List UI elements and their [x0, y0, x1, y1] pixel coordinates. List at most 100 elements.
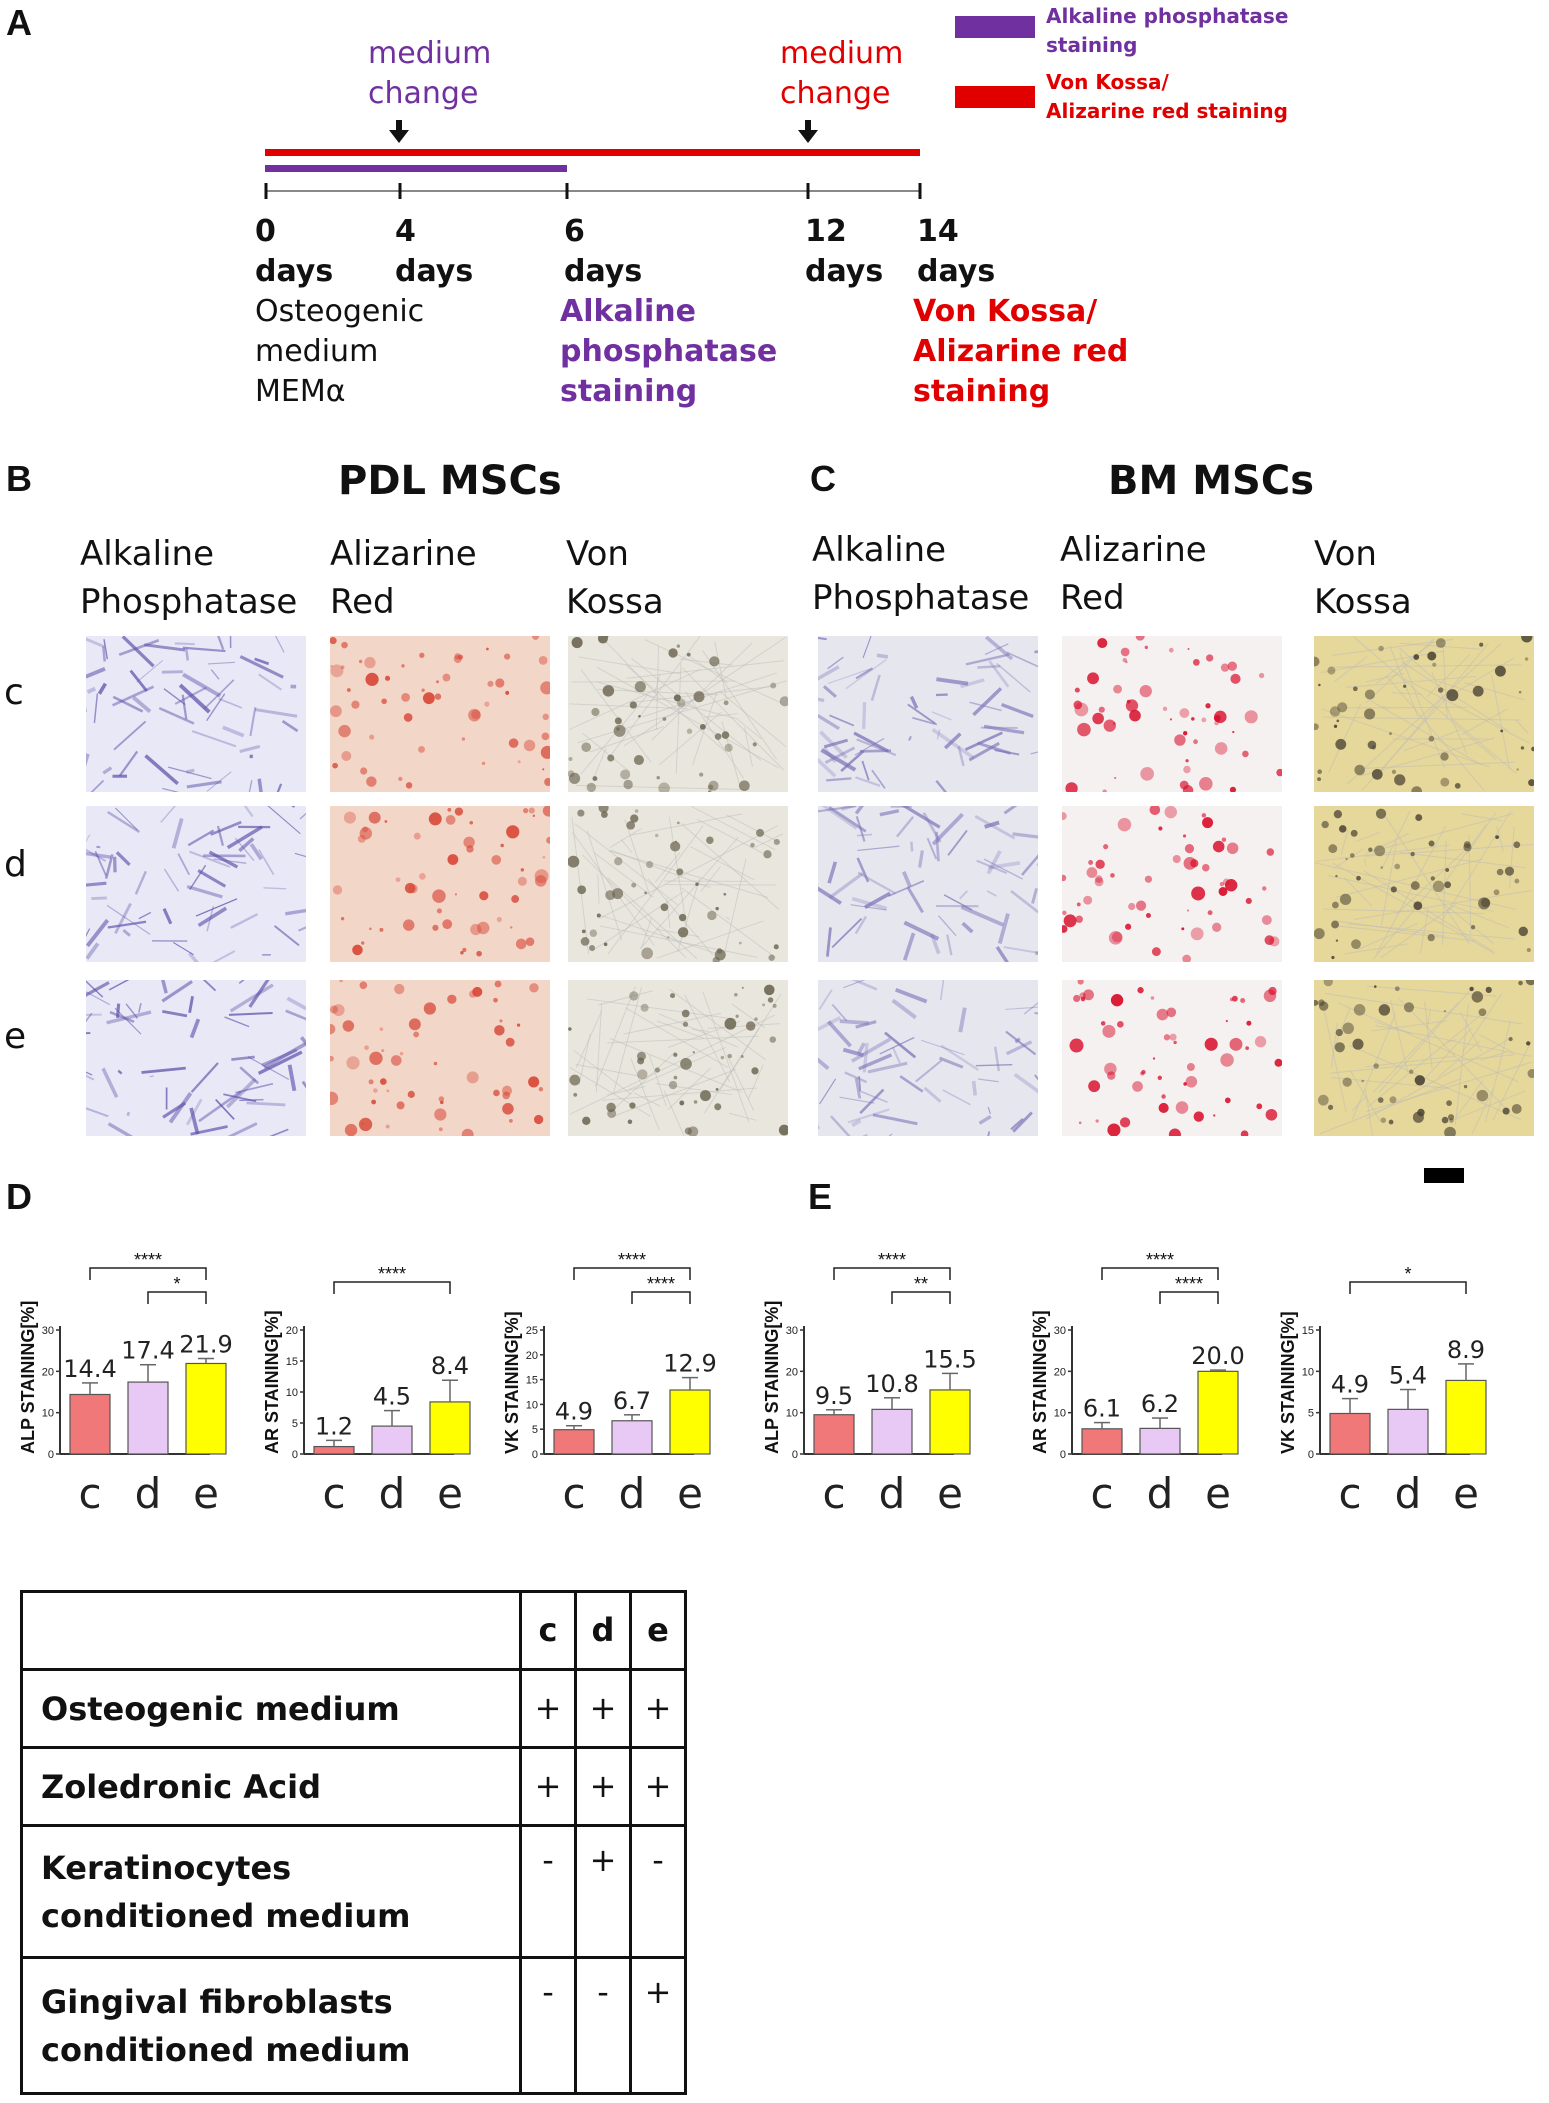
y-tick-label: 30	[1054, 1325, 1066, 1337]
bar-c	[313, 1445, 355, 1455]
micrograph-alp-d	[86, 806, 306, 962]
micrograph-ar-d	[330, 806, 550, 962]
y-tick-label: 0	[1060, 1449, 1066, 1461]
y-axis-label: ALP STAINING[%]	[762, 1301, 782, 1454]
bar-c	[1081, 1428, 1123, 1455]
significance-label: ****	[1146, 1250, 1174, 1270]
bar-e	[669, 1389, 711, 1455]
x-category-label: e	[677, 1469, 703, 1518]
bar-d	[871, 1408, 913, 1455]
table-cell: -	[574, 1956, 632, 2095]
table-header-d: d	[574, 1590, 632, 1671]
significance-bracket	[891, 1291, 951, 1304]
y-tick-label: 20	[526, 1350, 538, 1362]
x-category-label: e	[437, 1469, 463, 1518]
y-tick-label: 20	[286, 1325, 298, 1337]
x-category-label: e	[937, 1469, 963, 1518]
significance-label: ****	[1175, 1274, 1203, 1294]
bar-d	[371, 1425, 413, 1455]
bar-d	[611, 1420, 653, 1455]
x-category-label: e	[1205, 1469, 1231, 1518]
micrograph-ar-e	[1062, 980, 1282, 1136]
pdl-col-alp: Alkaline Phosphatase	[80, 534, 298, 622]
row-label-d: d	[4, 844, 27, 885]
table-cell: +	[574, 1824, 632, 1959]
y-tick-label: 10	[286, 1387, 298, 1399]
x-category-label: d	[619, 1469, 646, 1518]
bar-e	[929, 1389, 971, 1455]
y-tick-label: 5	[1308, 1408, 1314, 1420]
significance-bracket	[147, 1291, 207, 1304]
micrograph-alp-d	[818, 806, 1038, 962]
bar-e	[429, 1401, 471, 1455]
significance-label: **	[914, 1274, 928, 1294]
tick-day-6: 6 days	[564, 214, 643, 289]
significance-label: *	[173, 1274, 180, 1294]
y-tick-label: 0	[1308, 1449, 1314, 1461]
medium-change-label-2: medium change	[780, 36, 904, 111]
significance-label: ****	[618, 1250, 646, 1270]
data-label: 12.9	[663, 1350, 716, 1378]
y-tick-label: 15	[286, 1356, 298, 1368]
y-tick-label: 0	[48, 1449, 54, 1461]
table-cell: -	[629, 1824, 687, 1959]
timeline-diagram	[264, 120, 922, 199]
tick-day-0: 0 days	[255, 214, 334, 289]
data-label: 14.4	[63, 1355, 116, 1383]
x-category-label: d	[879, 1469, 906, 1518]
x-category-label: c	[1090, 1469, 1113, 1518]
bar-d	[127, 1381, 169, 1455]
significance-bracket	[631, 1291, 691, 1304]
y-axis-label: ALP STAINING[%]	[18, 1301, 38, 1454]
table-cell: -	[519, 1956, 577, 2095]
conditions-table: c d e Osteogenic medium + + + Zoledronic…	[20, 1590, 687, 2095]
significance-label: ****	[134, 1250, 162, 1270]
significance-bracket	[333, 1281, 451, 1294]
timeline-start-label: Osteogenic medium MEMα	[255, 294, 425, 409]
medium-change-label-1: medium change	[368, 36, 492, 111]
bar-chart-5: AR STAINING[%] 0 10 20 30 6.1 c 6.2 d 20.0 e ******…	[1030, 1250, 1245, 1518]
micrograph-vk-d	[1314, 806, 1534, 962]
data-label: 8.4	[431, 1352, 469, 1380]
micrograph-alp-c	[86, 636, 306, 792]
y-tick-label: 20	[786, 1366, 798, 1378]
down-arrow-icon	[798, 120, 818, 143]
micrograph-ar-c	[330, 636, 550, 792]
y-tick-label: 20	[42, 1366, 54, 1378]
bar-c	[1329, 1412, 1371, 1455]
alp-staining-bar	[265, 165, 567, 172]
y-tick-label: 15	[1302, 1325, 1314, 1337]
timeline-vk-label: Von Kossa/ Alizarine red staining	[913, 294, 1129, 409]
x-category-label: d	[1147, 1469, 1174, 1518]
pdl-col-ar: Alizarine Red	[330, 534, 477, 622]
y-tick-label: 20	[1054, 1366, 1066, 1378]
bar-e	[1445, 1379, 1487, 1455]
x-category-label: d	[135, 1469, 162, 1518]
significance-label: ****	[647, 1274, 675, 1294]
down-arrow-icon	[389, 120, 409, 143]
x-category-label: c	[78, 1469, 101, 1518]
data-label: 5.4	[1389, 1362, 1427, 1390]
x-category-label: c	[562, 1469, 585, 1518]
bar-chart-1: ALP STAINING[%]010203014.4c17.4d21.9e***…	[18, 1250, 233, 1518]
bar-d	[1139, 1427, 1181, 1455]
table-row-label: Osteogenic medium	[20, 1668, 522, 1749]
tick-day-4: 4 days	[395, 214, 474, 289]
table-cell: +	[629, 1956, 687, 2095]
table-row: Gingival fibroblasts conditioned medium …	[20, 1956, 687, 2095]
panel-label-d: D	[6, 1176, 32, 1217]
x-category-label: e	[193, 1469, 219, 1518]
y-tick-label: 25	[526, 1325, 538, 1337]
table-cell: +	[574, 1668, 632, 1749]
panel-label-e: E	[808, 1176, 833, 1217]
table-row: Keratinocytes conditioned medium - + -	[20, 1824, 687, 1959]
table-cell: +	[629, 1668, 687, 1749]
data-label: 17.4	[121, 1337, 174, 1365]
bar-d	[1387, 1408, 1429, 1455]
significance-bracket	[833, 1267, 951, 1280]
micrograph-alp-e	[818, 980, 1038, 1136]
panel-label-c: C	[810, 458, 836, 499]
panel-label-a: A	[6, 2, 32, 43]
y-tick-label: 0	[792, 1449, 798, 1461]
scale-bar	[1424, 1168, 1464, 1183]
